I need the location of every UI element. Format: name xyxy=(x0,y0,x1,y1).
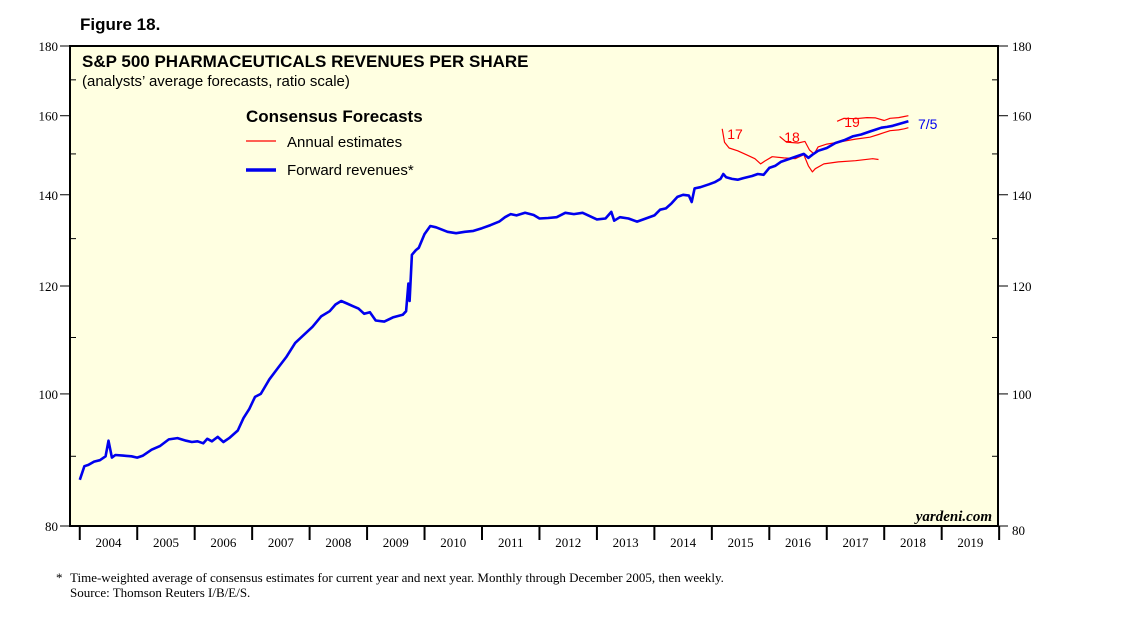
series-layer xyxy=(78,115,909,481)
x-tick-label-2007: 2007 xyxy=(268,535,295,550)
annual-estimate-line-19 xyxy=(836,115,909,122)
seg-label-17: 17 xyxy=(727,126,743,142)
y-tick-label-left-180: 180 xyxy=(39,39,59,54)
seg-label-19: 19 xyxy=(844,114,860,130)
x-tick-label-2017: 2017 xyxy=(842,535,869,550)
x-tick-label-2005: 2005 xyxy=(153,535,179,550)
y-axis-left: 80 100 120 140 160 180 xyxy=(39,39,76,534)
source-line: Source: Thomson Reuters I/B/E/S. xyxy=(70,585,251,600)
x-tick-label-2004: 2004 xyxy=(95,535,122,550)
x-tick-label-2014: 2014 xyxy=(670,535,697,550)
y-tick-label-right-80: 80 xyxy=(1012,523,1025,538)
legend-title: Consensus Forecasts xyxy=(246,107,423,126)
chart: 80 100 120 140 160 180 80 100 120 140 160 180 2004… xyxy=(39,39,1032,550)
x-tick-label-2006: 2006 xyxy=(210,535,237,550)
footnote-marker: * xyxy=(56,570,63,585)
chart-title: S&P 500 PHARMACEUTICALS REVENUES PER SHA… xyxy=(82,52,529,71)
x-tick-label-2019: 2019 xyxy=(957,535,983,550)
footnote: * Time-weighted average of consensus esti… xyxy=(56,570,724,600)
y-tick-label-right-180: 180 xyxy=(1012,39,1032,54)
legend-label-annual: Annual estimates xyxy=(287,134,402,151)
x-tick-label-2016: 2016 xyxy=(785,535,812,550)
y-tick-label-left-100: 100 xyxy=(39,387,59,402)
watermark: yardeni.com xyxy=(914,509,992,525)
chart-subtitle: (analysts’ average forecasts, ratio scal… xyxy=(82,73,350,90)
x-tick-label-2013: 2013 xyxy=(613,535,639,550)
y-tick-label-right-140: 140 xyxy=(1012,188,1032,203)
y-tick-label-left-140: 140 xyxy=(39,188,59,203)
footnote-text: Time-weighted average of consensus estim… xyxy=(70,570,724,585)
x-tick-label-2009: 2009 xyxy=(383,535,409,550)
seg-label-18: 18 xyxy=(784,129,800,145)
x-tick-label-2018: 2018 xyxy=(900,535,926,550)
y-tick-label-right-160: 160 xyxy=(1012,109,1032,124)
y-tick-label-left-80: 80 xyxy=(45,519,58,534)
x-axis: 2004 2005 2006 2007 2008 2009 2010 2011 2012 2013… xyxy=(78,526,1001,550)
x-tick-label-2008: 2008 xyxy=(325,535,351,550)
x-tick-label-2010: 2010 xyxy=(440,535,466,550)
forward-revenues-line xyxy=(78,120,909,481)
y-tick-label-right-100: 100 xyxy=(1012,387,1032,402)
x-tick-label-2012: 2012 xyxy=(555,535,581,550)
y-tick-label-right-120: 120 xyxy=(1012,279,1032,294)
figure-label: Figure 18. xyxy=(80,15,161,34)
footnote-line: * Time-weighted average of consensus esti… xyxy=(56,570,724,585)
x-tick-label-2015: 2015 xyxy=(728,535,754,550)
legend-label-forward: Forward revenues* xyxy=(287,162,414,179)
end-label: 7/5 xyxy=(918,116,938,132)
y-axis-right: 80 100 120 140 160 180 xyxy=(992,39,1032,538)
y-tick-label-left-120: 120 xyxy=(39,279,59,294)
y-tick-label-left-160: 160 xyxy=(39,109,59,124)
x-tick-label-2011: 2011 xyxy=(498,535,524,550)
